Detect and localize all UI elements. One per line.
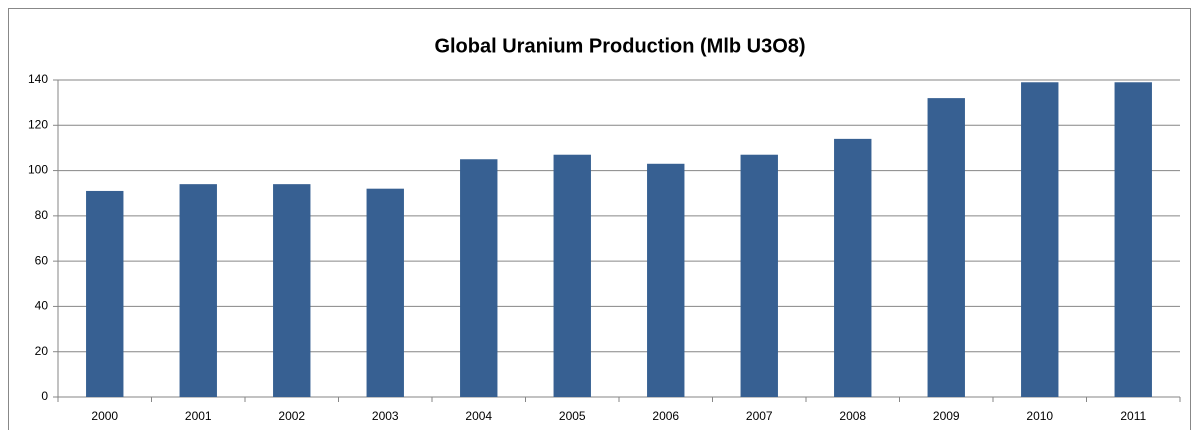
x-tick-label: 2003 xyxy=(372,409,399,423)
bar xyxy=(1114,82,1152,397)
y-tick-label: 20 xyxy=(35,344,49,358)
x-tick-label: 2009 xyxy=(933,409,960,423)
x-tick-label: 2002 xyxy=(278,409,305,423)
bar xyxy=(179,184,217,397)
y-tick-label: 120 xyxy=(28,117,48,131)
bar xyxy=(647,163,685,397)
bar xyxy=(460,159,498,397)
x-tick-label: 2001 xyxy=(185,409,212,423)
x-tick-label: 2005 xyxy=(559,409,586,423)
x-tick-label: 2006 xyxy=(652,409,679,423)
bar xyxy=(273,184,311,397)
bar xyxy=(366,188,404,397)
y-tick-label: 80 xyxy=(35,208,49,222)
y-tick-label: 40 xyxy=(35,299,49,313)
y-tick-label: 60 xyxy=(35,253,49,267)
x-tick-label: 2010 xyxy=(1026,409,1053,423)
x-tick-label: 2008 xyxy=(839,409,866,423)
bar xyxy=(1021,82,1059,397)
y-tick-label: 100 xyxy=(28,163,48,177)
chart-title: Global Uranium Production (Mlb U3O8) xyxy=(434,35,805,57)
x-tick-label: 2000 xyxy=(91,409,118,423)
bar xyxy=(927,98,965,397)
x-tick-label: 2004 xyxy=(465,409,492,423)
x-tick-label: 2007 xyxy=(746,409,773,423)
y-tick-label: 0 xyxy=(41,389,48,403)
bar xyxy=(86,190,124,397)
bar xyxy=(553,154,591,397)
x-tick-label: 2011 xyxy=(1120,409,1146,423)
bar xyxy=(834,138,872,397)
y-tick-label: 140 xyxy=(28,72,48,86)
bar xyxy=(740,154,778,397)
